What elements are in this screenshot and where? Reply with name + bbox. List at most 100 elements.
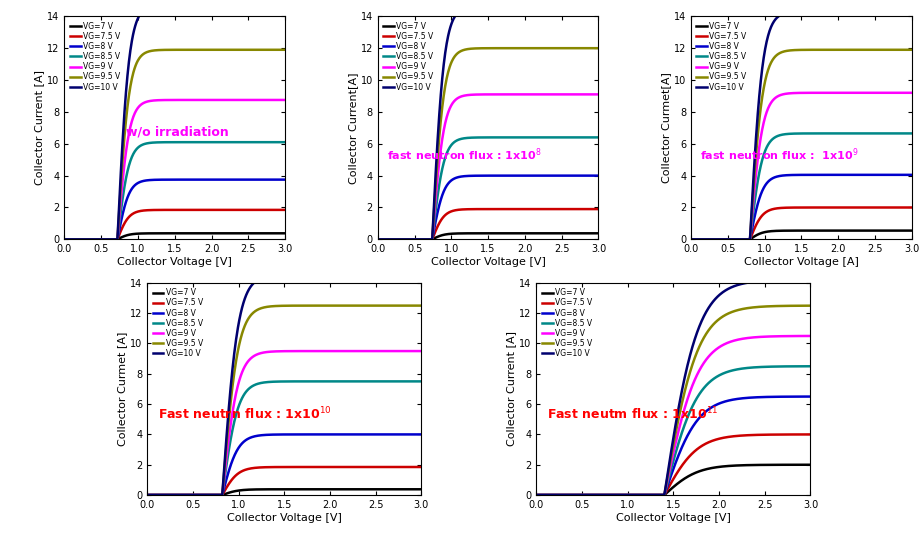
Line: VG=9.5 V: VG=9.5 V — [691, 50, 912, 239]
VG=9.5 V — [519, 45, 530, 52]
VG=7.5 V — [693, 446, 704, 452]
VG=7.5 V — [725, 236, 736, 243]
VG=7.5 V — [348, 463, 359, 470]
VG=8 V — [906, 171, 917, 178]
VG=7 V — [601, 492, 612, 498]
VG=8.5 V — [206, 139, 217, 145]
VG=10 V — [412, 236, 423, 243]
VG=7 V — [502, 230, 513, 237]
VG=9 V — [725, 236, 736, 243]
VG=10 V — [693, 327, 704, 333]
VG=8.5 V — [429, 217, 440, 223]
VG=7 V — [714, 463, 725, 470]
VG=9 V — [539, 91, 550, 98]
VG=10 V — [348, 272, 359, 279]
Line: VG=9 V: VG=9 V — [147, 351, 422, 495]
VG=7 V — [429, 235, 440, 242]
VG=8.5 V — [158, 139, 169, 145]
Y-axis label: Collector Curmet [A]: Collector Curmet [A] — [117, 332, 127, 446]
VG=7 V — [786, 227, 797, 234]
VG=7.5 V — [816, 204, 827, 211]
VG=7.5 V — [655, 492, 666, 498]
VG=8 V — [725, 236, 736, 243]
Legend: VG=7 V, VG=7.5 V, VG=8 V, VG=8.5 V, VG=9 V, VG=9.5 V, VG=10 V: VG=7 V, VG=7.5 V, VG=8 V, VG=8.5 V, VG=9… — [381, 20, 435, 93]
VG=10 V — [519, 3, 530, 10]
VG=8 V — [325, 431, 336, 438]
VG=7.5 V — [852, 204, 863, 211]
VG=9 V — [593, 91, 604, 98]
VG=7.5 V — [206, 207, 217, 213]
Line: VG=9 V: VG=9 V — [691, 93, 912, 239]
Text: Fast neutrn flux : 1x10$^{10}$: Fast neutrn flux : 1x10$^{10}$ — [158, 406, 332, 423]
VG=9 V — [206, 97, 217, 103]
VG=7.5 V — [685, 236, 696, 243]
VG=7.5 V — [593, 206, 604, 212]
VG=10 V — [189, 2, 200, 9]
VG=8.5 V — [786, 131, 797, 137]
VG=9 V — [348, 348, 359, 354]
VG=8 V — [98, 236, 109, 243]
Line: VG=7.5 V: VG=7.5 V — [378, 209, 599, 239]
X-axis label: Collector Voltage [V]: Collector Voltage [V] — [227, 512, 342, 523]
VG=7 V — [98, 236, 109, 243]
VG=7.5 V — [372, 236, 383, 243]
VG=7.5 V — [429, 230, 440, 237]
Line: VG=7.5 V: VG=7.5 V — [147, 467, 422, 495]
VG=9.5 V — [266, 303, 277, 310]
VG=8.5 V — [601, 492, 612, 498]
VG=8 V — [601, 492, 612, 498]
VG=7.5 V — [416, 463, 427, 470]
VG=7.5 V — [786, 205, 797, 211]
VG=7 V — [416, 486, 427, 492]
VG=7.5 V — [539, 206, 550, 212]
VG=7 V — [805, 461, 816, 468]
VG=9.5 V — [725, 236, 736, 243]
VG=8.5 V — [412, 236, 423, 243]
VG=8.5 V — [530, 492, 542, 498]
VG=10 V — [786, 9, 797, 15]
VG=7.5 V — [303, 463, 314, 470]
VG=8 V — [116, 217, 127, 224]
Line: VG=8.5 V: VG=8.5 V — [147, 381, 422, 495]
VG=8.5 V — [325, 378, 336, 385]
VG=9.5 V — [786, 47, 797, 54]
VG=8.5 V — [737, 365, 748, 372]
Line: VG=8 V: VG=8 V — [64, 180, 286, 239]
VG=10 V — [191, 492, 202, 498]
VG=10 V — [539, 3, 550, 10]
VG=10 V — [158, 2, 169, 9]
VG=10 V — [737, 280, 748, 287]
VG=8 V — [685, 236, 696, 243]
VG=10 V — [59, 236, 70, 243]
VG=9 V — [714, 344, 725, 350]
VG=9 V — [412, 236, 423, 243]
VG=8.5 V — [116, 206, 127, 212]
VG=8.5 V — [685, 236, 696, 243]
VG=9 V — [212, 492, 223, 498]
VG=7.5 V — [98, 236, 109, 243]
VG=9.5 V — [142, 492, 153, 498]
VG=8.5 V — [655, 492, 666, 498]
VG=8.5 V — [725, 236, 736, 243]
VG=8.5 V — [191, 492, 202, 498]
Line: VG=8.5 V: VG=8.5 V — [378, 138, 599, 239]
Line: VG=9.5 V: VG=9.5 V — [378, 48, 599, 239]
VG=8 V — [714, 400, 725, 407]
VG=9.5 V — [416, 302, 427, 309]
VG=9 V — [816, 90, 827, 96]
VG=9.5 V — [539, 45, 550, 52]
VG=9.5 V — [502, 45, 513, 52]
VG=9.5 V — [655, 492, 666, 498]
VG=8 V — [372, 236, 383, 243]
VG=9 V — [116, 192, 127, 199]
VG=7.5 V — [805, 431, 816, 438]
VG=8 V — [348, 431, 359, 438]
VG=7 V — [412, 236, 423, 243]
VG=9.5 V — [412, 236, 423, 243]
Line: VG=9 V: VG=9 V — [64, 100, 286, 239]
VG=8.5 V — [280, 139, 291, 145]
VG=8 V — [191, 492, 202, 498]
VG=10 V — [833, 8, 844, 15]
VG=7 V — [655, 492, 666, 498]
VG=9.5 V — [714, 316, 725, 322]
